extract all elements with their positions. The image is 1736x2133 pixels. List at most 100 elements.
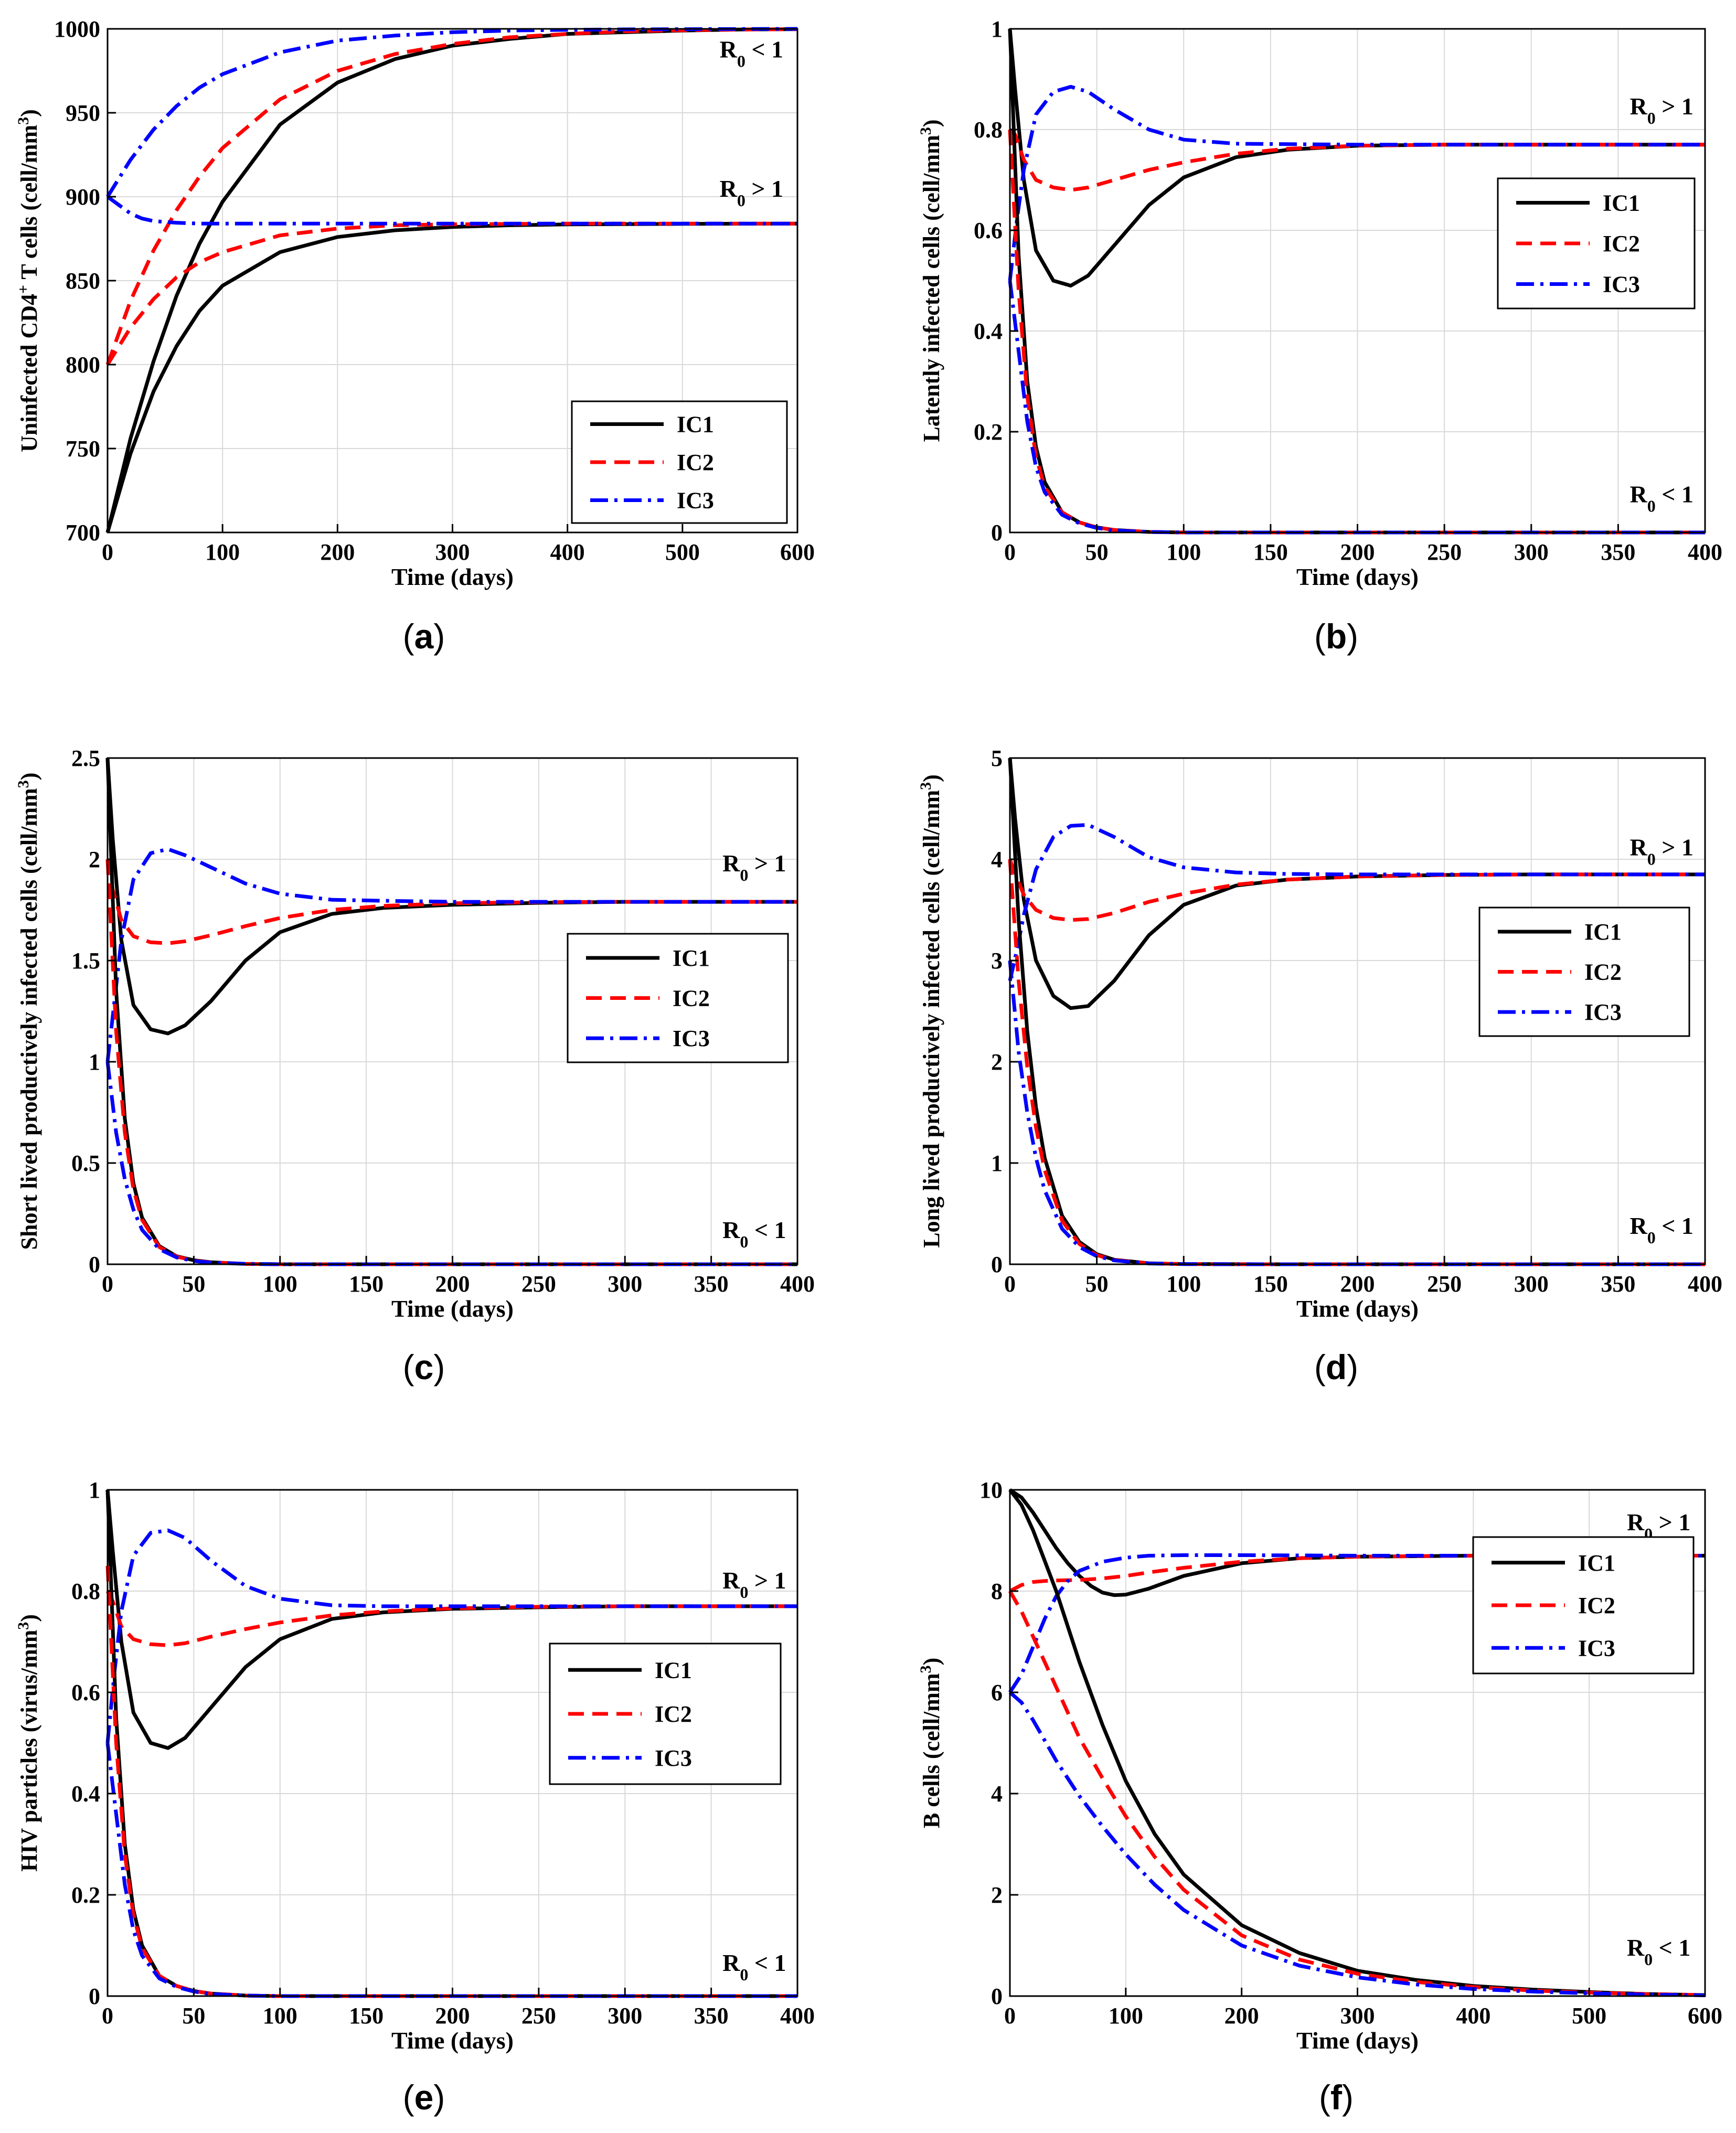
x-tick-label: 50	[182, 2003, 205, 2029]
y-axis-label: Long lived productively infected cells (…	[917, 774, 945, 1248]
y-tick-label: 800	[66, 352, 100, 378]
legend-label: IC1	[1603, 190, 1640, 216]
legend: IC1 IC2 IC3	[1497, 177, 1696, 310]
x-tick-label: 300	[608, 1271, 642, 1297]
y-tick-label: 0	[991, 1252, 1003, 1277]
legend-label: IC2	[1603, 231, 1640, 257]
legend-label: IC1	[1584, 919, 1622, 945]
chart-c: 0 50 100 150 200 250 300 350 400 0 0.5 1 1.5 2 2.5 Time…	[15, 745, 815, 1322]
x-tick-label: 400	[780, 1271, 815, 1297]
x-tick-label: 300	[1514, 1271, 1549, 1297]
x-tick-label: 0	[102, 1271, 113, 1297]
x-tick-label: 150	[349, 2003, 384, 2029]
y-tick-label: 0.6	[71, 1680, 100, 1705]
x-tick-label: 600	[780, 539, 815, 565]
x-tick-label: 100	[1109, 2003, 1143, 2029]
x-tick-label: 0	[1004, 1271, 1016, 1297]
legend-box	[1472, 1536, 1695, 1675]
x-tick-label: 100	[1166, 1271, 1201, 1297]
panel-label-a: (a)	[402, 617, 445, 656]
legend: IC1 IC2 IC3	[549, 1643, 782, 1785]
y-tick-label: 8	[991, 1579, 1003, 1604]
x-tick-label: 150	[1253, 539, 1288, 565]
y-tick-label: 0.5	[71, 1150, 100, 1176]
x-tick-label: 600	[1688, 2003, 1722, 2029]
x-tick-label: 100	[205, 539, 240, 565]
chart-d: 0 50 100 150 200 250 300 350 400 0 1 2 3 4 5 Time (days…	[917, 745, 1723, 1322]
legend-label: IC3	[673, 1026, 710, 1051]
y-tick-label: 1	[89, 1477, 100, 1503]
series-line-ic1	[105, 221, 798, 533]
legend: IC1 IC2 IC3	[571, 400, 788, 524]
x-tick-label: 300	[435, 539, 470, 565]
x-axis-label: Time (days)	[391, 1295, 514, 1322]
y-tick-label: 1	[991, 1150, 1003, 1176]
annotation-r0: R0 < 1	[722, 1949, 786, 1984]
x-tick-label: 400	[1456, 2003, 1490, 2029]
y-tick-label: 5	[991, 745, 1003, 771]
chart-f: 0 100 200 300 400 500 600 0 2 4 6 8 10 Time (days) B c…	[917, 1477, 1723, 2054]
annotation-r0: R0 > 1	[720, 175, 783, 210]
y-tick-label: 4	[991, 847, 1003, 872]
y-tick-label: 4	[991, 1781, 1003, 1807]
series-line-ic3	[1008, 1691, 1706, 1998]
legend-label: IC3	[1603, 272, 1640, 297]
annotation-r0: R0 > 1	[1630, 834, 1693, 868]
legend-box	[1478, 906, 1690, 1037]
series-line-ic3	[1008, 84, 1705, 281]
x-tick-label: 200	[435, 1271, 470, 1297]
x-tick-label: 150	[349, 1271, 384, 1297]
y-tick-label: 0	[991, 1983, 1003, 2009]
legend-label: IC1	[1578, 1550, 1615, 1576]
y-tick-label: 750	[66, 436, 100, 462]
legend-label: IC3	[1584, 999, 1622, 1025]
series-line-ic2	[1008, 858, 1705, 922]
y-tick-label: 0.8	[71, 1579, 100, 1604]
series-line-ic2	[1009, 1554, 1705, 1593]
x-tick-label: 350	[1601, 1271, 1635, 1297]
y-tick-label: 1	[89, 1049, 100, 1075]
x-tick-label: 100	[263, 2003, 297, 2029]
x-axis-label: Time (days)	[1296, 1295, 1419, 1322]
y-tick-label: 0.8	[974, 117, 1003, 143]
panel-label-c: (c)	[402, 1348, 445, 1387]
series-line-ic3	[105, 1528, 797, 1743]
y-tick-label: 0.4	[974, 318, 1003, 344]
x-tick-label: 250	[1427, 1271, 1462, 1297]
x-tick-label: 100	[263, 1271, 297, 1297]
panel-label-f: (f)	[1319, 2078, 1354, 2117]
x-tick-label: 300	[1340, 2003, 1375, 2029]
legend: IC1 IC2 IC3	[567, 933, 789, 1063]
legend-box	[549, 1643, 782, 1785]
x-tick-label: 0	[1004, 539, 1016, 565]
x-tick-label: 250	[521, 1271, 556, 1297]
y-tick-label: 950	[66, 100, 100, 126]
x-tick-label: 350	[694, 2003, 729, 2029]
x-tick-label: 200	[320, 539, 355, 565]
x-axis-label: Time (days)	[391, 563, 514, 590]
annotation-r0: R0 > 1	[1630, 93, 1693, 127]
series-line-ic2	[1008, 1590, 1706, 1997]
annotation-r0: R0 < 1	[1630, 1212, 1693, 1247]
legend-label: IC2	[1578, 1593, 1615, 1618]
series-line-ic2	[1008, 859, 1705, 1266]
x-tick-label: 400	[550, 539, 585, 565]
x-tick-label: 250	[521, 2003, 556, 2029]
annotation-r0: R0 > 1	[722, 1567, 786, 1602]
x-tick-label: 500	[665, 539, 700, 565]
x-tick-label: 50	[1085, 1271, 1109, 1297]
y-tick-label: 0.6	[974, 218, 1003, 243]
legend-label: IC2	[1584, 959, 1622, 985]
series-line-ic2	[105, 859, 797, 945]
series-line-ic3	[1008, 280, 1705, 535]
x-tick-label: 250	[1427, 539, 1462, 565]
x-tick-label: 200	[1340, 539, 1375, 565]
x-tick-label: 300	[1514, 539, 1549, 565]
y-axis-label: HIV particles (virus/mm3)	[15, 1614, 42, 1872]
series-line-ic3	[105, 1743, 797, 1998]
annotation-r0: R0 < 1	[722, 1217, 786, 1251]
x-tick-label: 200	[1224, 2003, 1259, 2029]
legend-label: IC3	[677, 488, 714, 514]
x-tick-label: 50	[1085, 539, 1109, 565]
